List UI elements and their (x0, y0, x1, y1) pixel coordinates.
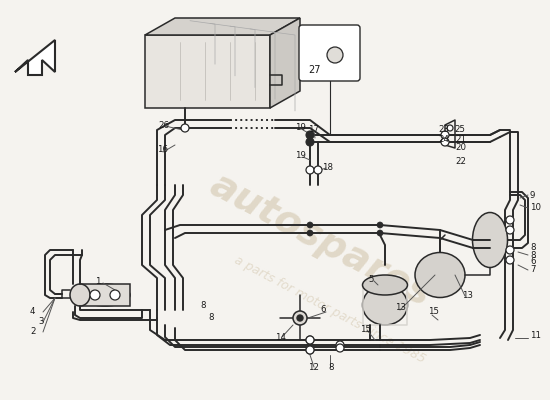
Circle shape (441, 131, 449, 139)
Circle shape (306, 166, 314, 174)
Ellipse shape (472, 212, 508, 268)
Text: 22: 22 (455, 158, 466, 166)
Text: 6: 6 (320, 306, 326, 314)
Circle shape (306, 346, 314, 354)
Text: 17: 17 (308, 126, 319, 134)
Circle shape (307, 230, 313, 236)
Text: 7: 7 (530, 266, 536, 274)
Text: 20: 20 (455, 144, 466, 152)
Circle shape (506, 216, 514, 224)
Text: 15: 15 (428, 308, 439, 316)
Text: 12: 12 (308, 364, 319, 372)
Text: 4: 4 (30, 308, 36, 316)
Ellipse shape (415, 252, 465, 298)
Ellipse shape (362, 285, 408, 325)
Text: 11: 11 (530, 330, 541, 340)
Circle shape (441, 138, 449, 146)
Circle shape (181, 124, 189, 132)
Circle shape (297, 315, 303, 321)
Text: 21: 21 (455, 136, 466, 144)
Text: a parts for motor parts since 1985: a parts for motor parts since 1985 (232, 254, 428, 366)
Circle shape (307, 132, 313, 138)
Text: 8: 8 (200, 300, 206, 310)
Circle shape (336, 344, 344, 352)
Text: 8: 8 (530, 250, 536, 260)
Text: 26: 26 (158, 120, 169, 130)
Circle shape (506, 256, 514, 264)
Ellipse shape (362, 275, 408, 295)
Circle shape (377, 230, 383, 236)
Text: 23: 23 (438, 126, 449, 134)
Polygon shape (270, 18, 300, 108)
Circle shape (307, 222, 313, 228)
Circle shape (377, 222, 383, 228)
Text: 16: 16 (157, 146, 168, 154)
Text: 13: 13 (395, 304, 406, 312)
Text: 2: 2 (30, 328, 36, 336)
Text: 8: 8 (208, 314, 213, 322)
Circle shape (306, 131, 314, 139)
Ellipse shape (80, 284, 130, 306)
Text: 19: 19 (295, 150, 306, 160)
Text: 9: 9 (530, 190, 535, 200)
Circle shape (327, 47, 343, 63)
Polygon shape (145, 18, 300, 35)
Text: 8: 8 (328, 364, 333, 372)
Circle shape (506, 226, 514, 234)
Circle shape (306, 336, 314, 344)
Circle shape (447, 125, 453, 131)
Circle shape (306, 138, 314, 146)
Text: 3: 3 (38, 318, 43, 326)
Ellipse shape (70, 284, 90, 306)
Circle shape (306, 336, 314, 344)
Circle shape (336, 341, 344, 349)
Circle shape (306, 346, 314, 354)
Text: 24: 24 (438, 136, 449, 144)
Text: 5: 5 (368, 276, 373, 284)
Text: 13: 13 (462, 290, 473, 300)
Circle shape (307, 139, 313, 145)
Circle shape (506, 246, 514, 254)
Text: 18: 18 (322, 164, 333, 172)
Circle shape (314, 166, 322, 174)
Text: 10: 10 (530, 204, 541, 212)
Text: 6: 6 (530, 258, 536, 266)
Text: 25: 25 (454, 126, 465, 134)
Text: 14: 14 (275, 334, 286, 342)
FancyBboxPatch shape (299, 25, 360, 81)
Circle shape (110, 290, 120, 300)
Text: 8: 8 (530, 244, 536, 252)
Text: 27: 27 (308, 65, 321, 75)
Polygon shape (145, 35, 270, 108)
Ellipse shape (293, 311, 307, 325)
Polygon shape (80, 284, 130, 306)
Text: 15: 15 (360, 326, 371, 334)
Circle shape (90, 290, 100, 300)
Polygon shape (15, 40, 55, 75)
Text: 1: 1 (95, 278, 101, 286)
Text: autospares: autospares (203, 166, 437, 314)
Text: 19: 19 (295, 124, 306, 132)
